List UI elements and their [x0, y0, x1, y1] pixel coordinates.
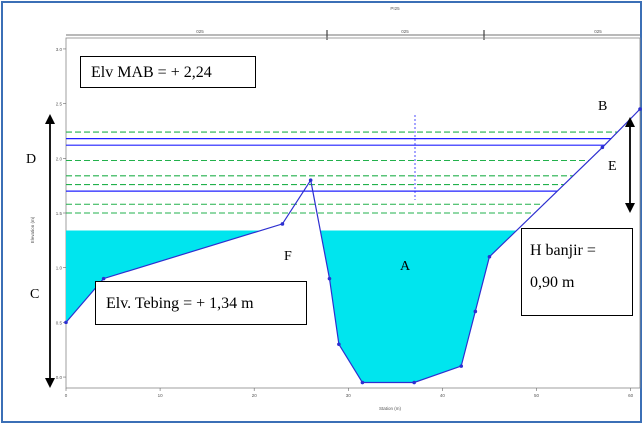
ground-point	[308, 178, 313, 182]
axis-ticks: 0 10 20 30 40 50 60 3.0 2.5 2.0 1.5 1.0 0.5 0.0	[56, 47, 634, 398]
x-axis-title: Station (m)	[379, 406, 402, 411]
top-scale-label-1: 025	[196, 29, 204, 34]
ground-point	[101, 276, 106, 281]
label-c: C	[30, 287, 39, 302]
y-axis-title: Elevation (m)	[30, 216, 35, 243]
x-tick-label: 20	[252, 393, 258, 398]
dimension-arrow-d	[45, 114, 55, 199]
ground-point	[360, 380, 365, 385]
y-tick-label: 2.0	[56, 156, 63, 161]
elv-tebing-text: Elv. Tebing = + 1,34 m	[106, 295, 254, 312]
ground-point	[473, 309, 478, 314]
label-d: D	[26, 152, 36, 167]
y-tick-label: 0.0	[56, 375, 63, 380]
top-scale-label-3: 025	[594, 29, 602, 34]
flood-lines	[66, 131, 618, 214]
y-tick-label: 0.5	[56, 320, 63, 325]
water-area	[66, 230, 517, 383]
y-tick-label: 3.0	[56, 47, 63, 52]
ground-point	[459, 364, 464, 368]
x-tick-label: 40	[440, 393, 446, 398]
label-b: B	[598, 99, 607, 114]
x-tick-label: 30	[346, 393, 352, 398]
dimension-arrow-e	[625, 117, 635, 213]
ground-profile-points	[64, 107, 642, 385]
top-scale-label-2: 025	[401, 29, 409, 34]
dimension-arrow-c	[45, 199, 55, 388]
ground-point	[64, 320, 68, 325]
x-tick-label: 0	[65, 393, 68, 398]
plan-label: PI25	[390, 6, 400, 11]
elv-mab-text: Elv MAB = + 2,24	[91, 64, 212, 81]
x-tick-label: 10	[158, 393, 164, 398]
x-tick-label: 60	[628, 393, 634, 398]
ground-point	[327, 276, 332, 281]
h-banjir-line-2: 0,90 m	[530, 274, 575, 291]
ground-point	[412, 380, 416, 385]
label-a: A	[400, 259, 411, 274]
label-f: F	[284, 249, 292, 264]
elv-mab-box: Elv MAB = + 2,24	[80, 56, 256, 88]
ground-point	[487, 254, 492, 259]
y-tick-label: 1.0	[56, 266, 63, 271]
y-tick-label: 2.5	[56, 102, 63, 107]
elv-tebing-box: Elv. Tebing = + 1,34 m	[95, 281, 307, 325]
ground-point	[337, 342, 341, 347]
label-e: E	[608, 159, 617, 174]
ground-point	[638, 107, 642, 111]
y-tick-label: 1.5	[56, 211, 63, 216]
x-tick-label: 50	[534, 393, 540, 398]
ground-point	[280, 222, 285, 226]
ground-point	[600, 145, 605, 150]
h-banjir-line-1: H banjir =	[530, 242, 596, 259]
h-banjir-box: H banjir = 0,90 m	[521, 228, 633, 316]
